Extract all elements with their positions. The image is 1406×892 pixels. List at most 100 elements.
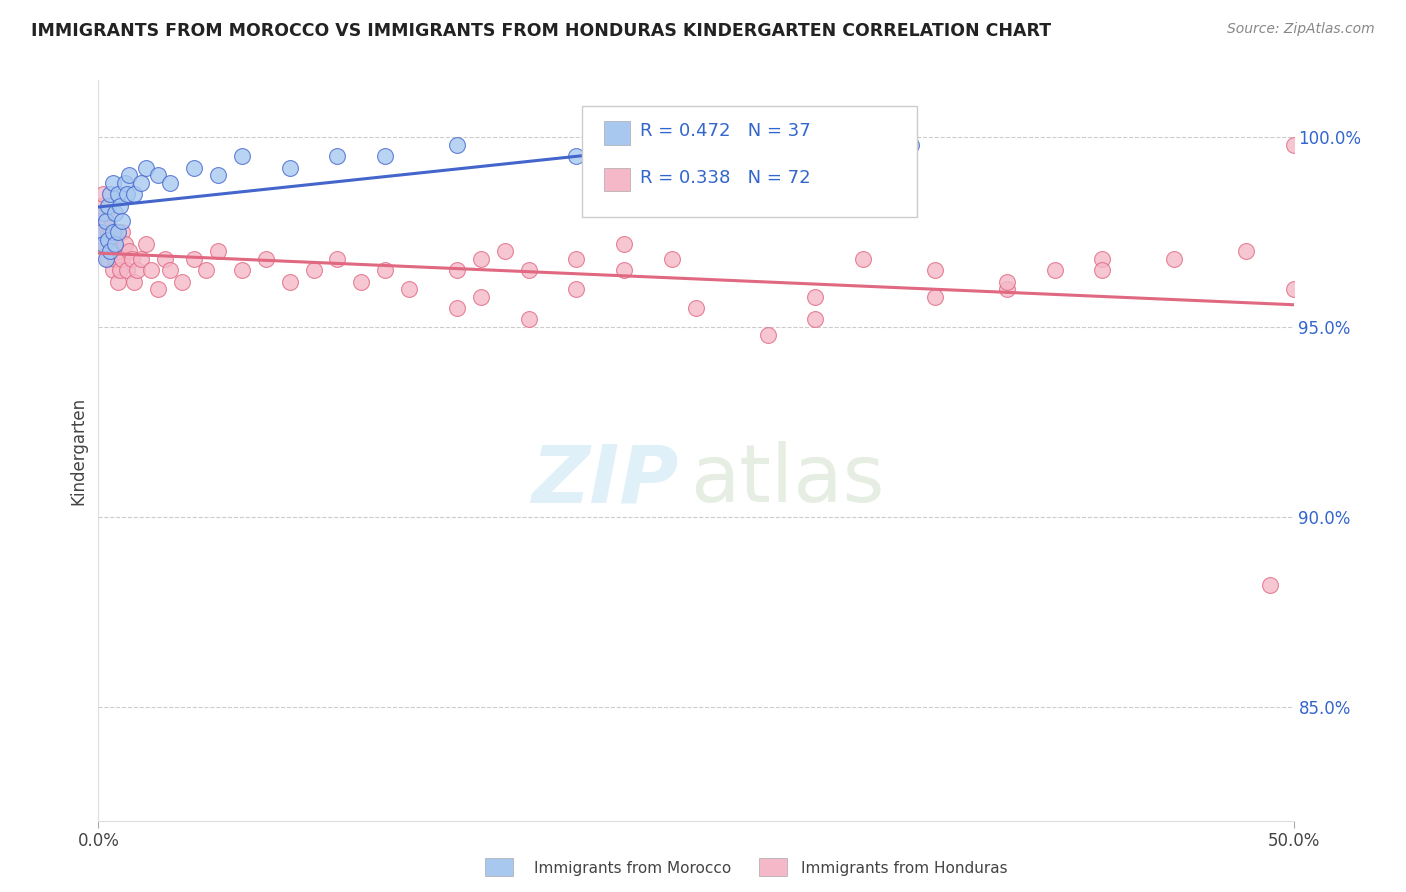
- Point: [135, 161, 157, 175]
- Point: [135, 236, 157, 251]
- Point: [995, 282, 1018, 296]
- Point: [470, 290, 492, 304]
- Point: [124, 275, 146, 289]
- Point: [98, 187, 122, 202]
- Point: [115, 187, 138, 202]
- Point: [183, 252, 205, 266]
- Bar: [485, 858, 513, 876]
- Point: [124, 187, 146, 202]
- Point: [94, 213, 117, 227]
- Point: [115, 263, 138, 277]
- Point: [231, 149, 253, 163]
- Point: [326, 252, 349, 266]
- Y-axis label: Kindergarten: Kindergarten: [69, 396, 87, 505]
- Point: [98, 244, 122, 259]
- FancyBboxPatch shape: [582, 106, 917, 218]
- Point: [207, 168, 229, 182]
- Point: [107, 275, 129, 289]
- Point: [446, 263, 468, 277]
- Text: ZIP: ZIP: [530, 441, 678, 519]
- Point: [900, 137, 922, 152]
- Point: [90, 225, 112, 239]
- Point: [446, 137, 468, 152]
- Point: [91, 236, 114, 251]
- Point: [104, 252, 127, 266]
- Point: [1282, 137, 1305, 152]
- Point: [101, 263, 124, 277]
- Point: [804, 312, 827, 326]
- Point: [101, 225, 124, 239]
- Point: [350, 275, 373, 289]
- Point: [159, 263, 181, 277]
- Point: [155, 252, 177, 266]
- Point: [804, 290, 827, 304]
- Bar: [605, 168, 630, 191]
- Point: [565, 149, 588, 163]
- Point: [278, 275, 301, 289]
- Point: [374, 149, 396, 163]
- Point: [148, 168, 170, 182]
- Point: [148, 282, 170, 296]
- Point: [517, 263, 540, 277]
- Point: [565, 252, 588, 266]
- Point: [107, 244, 129, 259]
- Point: [172, 275, 194, 289]
- Bar: [605, 121, 630, 145]
- Point: [114, 236, 136, 251]
- Point: [98, 244, 122, 259]
- Point: [131, 252, 153, 266]
- Point: [118, 244, 141, 259]
- Text: R = 0.472   N = 37: R = 0.472 N = 37: [640, 122, 810, 140]
- Point: [613, 263, 636, 277]
- Point: [125, 263, 148, 277]
- Point: [111, 213, 134, 227]
- Text: Source: ZipAtlas.com: Source: ZipAtlas.com: [1227, 22, 1375, 37]
- Point: [97, 198, 120, 212]
- Point: [114, 176, 136, 190]
- Point: [101, 236, 124, 251]
- Point: [685, 301, 707, 315]
- Point: [207, 244, 229, 259]
- Point: [1234, 244, 1257, 259]
- Point: [107, 225, 129, 239]
- Point: [108, 263, 131, 277]
- Point: [446, 301, 468, 315]
- Point: [398, 282, 420, 296]
- Point: [111, 252, 134, 266]
- Text: Immigrants from Morocco: Immigrants from Morocco: [534, 862, 731, 876]
- Point: [565, 282, 588, 296]
- Point: [97, 233, 120, 247]
- Point: [131, 176, 153, 190]
- Point: [111, 225, 134, 239]
- Text: atlas: atlas: [690, 441, 884, 519]
- Text: IMMIGRANTS FROM MOROCCO VS IMMIGRANTS FROM HONDURAS KINDERGARTEN CORRELATION CHA: IMMIGRANTS FROM MOROCCO VS IMMIGRANTS FR…: [31, 22, 1052, 40]
- Point: [104, 236, 127, 251]
- Point: [278, 161, 301, 175]
- Point: [661, 252, 683, 266]
- Point: [470, 252, 492, 266]
- Point: [94, 252, 117, 266]
- Point: [104, 206, 127, 220]
- Point: [804, 137, 827, 152]
- Text: R = 0.338   N = 72: R = 0.338 N = 72: [640, 169, 810, 187]
- Point: [254, 252, 277, 266]
- Point: [97, 225, 120, 239]
- Point: [326, 149, 349, 163]
- Point: [1043, 263, 1066, 277]
- Point: [107, 187, 129, 202]
- Point: [97, 252, 120, 266]
- Point: [613, 236, 636, 251]
- Point: [91, 213, 114, 227]
- Point: [995, 275, 1018, 289]
- Point: [139, 263, 162, 277]
- Point: [685, 137, 707, 152]
- Point: [374, 263, 396, 277]
- Point: [517, 312, 540, 326]
- Point: [108, 198, 131, 212]
- Point: [90, 198, 112, 212]
- Text: Immigrants from Honduras: Immigrants from Honduras: [801, 862, 1008, 876]
- Point: [924, 263, 946, 277]
- Point: [1282, 282, 1305, 296]
- Point: [91, 187, 114, 202]
- Point: [195, 263, 218, 277]
